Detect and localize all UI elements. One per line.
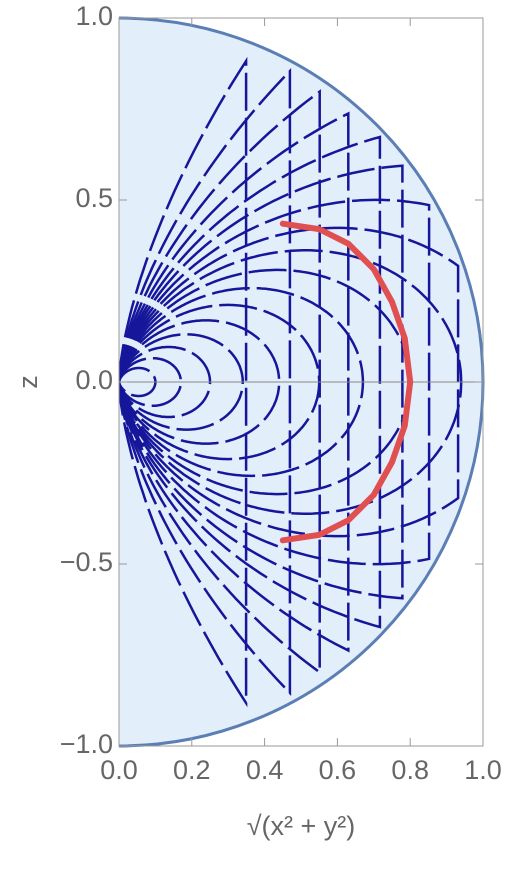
y-tick-label: 1.0 — [75, 1, 113, 31]
x-tick-label: 1.0 — [464, 755, 502, 785]
x-axis-label: √(x² + y²) — [247, 811, 356, 841]
stream-line — [119, 356, 183, 408]
y-tick-label: 0.0 — [75, 365, 113, 395]
x-tick-label: 0.0 — [100, 755, 138, 785]
highlight-curve — [279, 220, 414, 544]
stream-line — [119, 268, 412, 496]
x-tick-label: 0.2 — [173, 755, 211, 785]
y-axis-label: z — [13, 375, 43, 389]
y-tick-label: −1.0 — [60, 729, 113, 759]
x-tick-label: 0.6 — [319, 755, 357, 785]
stream-line — [119, 56, 248, 708]
x-tick-label: 0.4 — [246, 755, 284, 785]
stream-line — [119, 67, 292, 697]
y-tick-label: −0.5 — [60, 547, 113, 577]
y-tick-label: 0.5 — [75, 183, 113, 213]
x-tick-label: 0.8 — [391, 755, 429, 785]
